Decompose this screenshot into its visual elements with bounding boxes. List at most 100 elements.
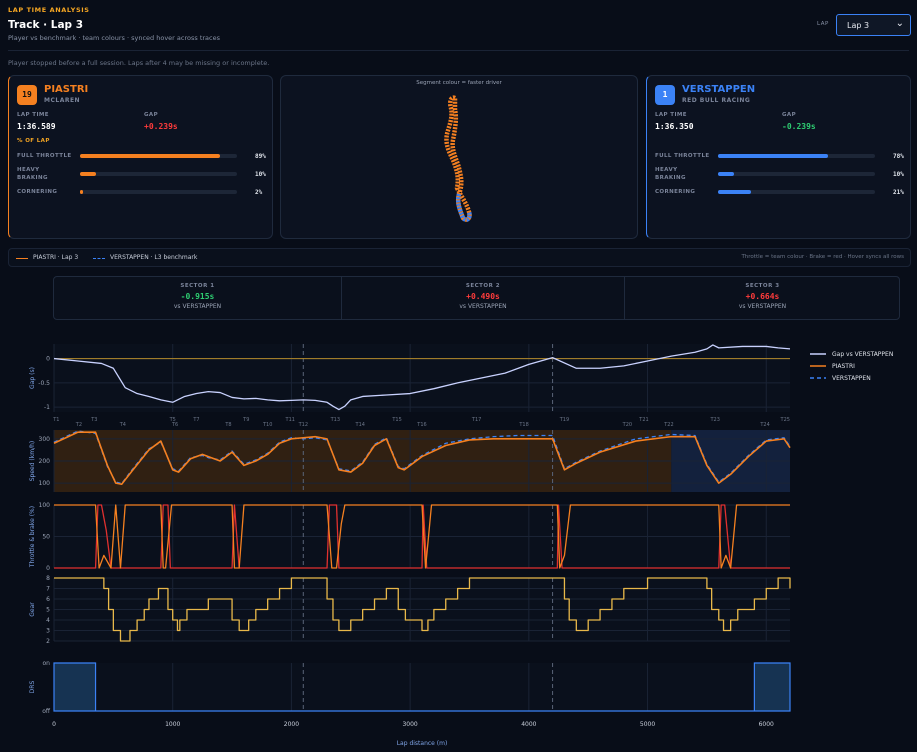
y-tick-label: 100 bbox=[39, 502, 51, 509]
track-map[interactable] bbox=[281, 88, 637, 238]
turn-label: T5 bbox=[169, 417, 176, 423]
benchmark-cornering-fill bbox=[718, 190, 751, 194]
turn-label: T9 bbox=[242, 417, 249, 423]
player-legend-label: PIASTRI · Lap 3 bbox=[33, 254, 79, 261]
benchmark-cornering-bar bbox=[718, 190, 875, 194]
y-tick-label: 8 bbox=[46, 575, 50, 582]
track-map-card: Segment colour = faster driver bbox=[280, 75, 638, 239]
turn-label: T13 bbox=[330, 417, 340, 423]
turn-label: T23 bbox=[710, 417, 720, 423]
turn-label: T19 bbox=[559, 417, 569, 423]
y-tick-label: on bbox=[43, 660, 51, 667]
player-lap-time: 1:36.589 bbox=[17, 122, 56, 131]
benchmark-stat-label: FULL THROTTLE bbox=[655, 153, 710, 159]
player-braking-bar bbox=[80, 172, 237, 176]
x-tick-label: 3000 bbox=[402, 721, 417, 728]
player-stat-value: 2% bbox=[255, 189, 263, 196]
y-tick-label: off bbox=[42, 708, 51, 715]
y-tick-label: 50 bbox=[42, 534, 50, 541]
gap-series-line bbox=[53, 344, 791, 411]
benchmark-legend-label: VERSTAPPEN · L3 benchmark bbox=[110, 254, 198, 261]
player-lap-time-label: LAP TIME bbox=[17, 112, 49, 118]
player-driver-card: 19 PIASTRI MCLAREN LAP TIME 1:36.589 GAP… bbox=[8, 75, 273, 239]
sector-delta: -0.915s bbox=[180, 292, 215, 301]
turn-label: T3 bbox=[90, 417, 97, 423]
benchmark-stat-value: 21% bbox=[893, 189, 904, 196]
sector-title: SECTOR 1 bbox=[180, 283, 215, 289]
benchmark-throttle-bar bbox=[718, 154, 875, 158]
page-subtitle: Player vs benchmark · team colours · syn… bbox=[8, 34, 220, 42]
player-stat-label: FULL THROTTLE bbox=[17, 153, 72, 159]
turn-label: T2 bbox=[75, 422, 82, 428]
player-braking-fill bbox=[80, 172, 96, 176]
player-cornering-bar bbox=[80, 190, 237, 194]
benchmark-number-badge: 1 bbox=[655, 85, 675, 105]
y-tick-label: 200 bbox=[39, 458, 51, 465]
y-tick-label: 4 bbox=[46, 617, 50, 624]
y-tick-label: 5 bbox=[46, 607, 50, 614]
track-path-player bbox=[444, 95, 472, 222]
sector-1: SECTOR 1 -0.915s vs VERSTAPPEN bbox=[54, 277, 342, 319]
y-tick-label: -0.5 bbox=[38, 380, 50, 387]
sector-3: SECTOR 3 +0.664s vs VERSTAPPEN bbox=[625, 277, 900, 319]
sector-2: SECTOR 2 +0.490s vs VERSTAPPEN bbox=[342, 277, 625, 319]
benchmark-team: RED BULL RACING bbox=[682, 97, 751, 104]
y-axis-label: Throttle & brake (%) bbox=[29, 506, 36, 568]
benchmark-gap-label: GAP bbox=[782, 112, 797, 118]
player-throttle-bar bbox=[80, 154, 237, 158]
turn-label: T7 bbox=[192, 417, 199, 423]
legend-label: PIASTRI bbox=[832, 363, 855, 370]
benchmark-braking-fill bbox=[718, 172, 734, 176]
benchmark-driver-card: 1 VERSTAPPEN RED BULL RACING LAP TIME 1:… bbox=[646, 75, 911, 239]
player-stat-value: 10% bbox=[255, 171, 266, 178]
turn-label: T10 bbox=[262, 422, 272, 428]
player-legend-swatch bbox=[16, 258, 28, 259]
player-gap-label: GAP bbox=[144, 112, 159, 118]
lap-select-value: Lap 3 bbox=[847, 21, 870, 30]
legend-label: Gap vs VERSTAPPEN bbox=[832, 351, 893, 358]
player-throttle-fill bbox=[80, 154, 220, 158]
y-tick-label: -1 bbox=[44, 404, 50, 411]
brake-line bbox=[54, 504, 790, 569]
sector-deltas: SECTOR 1 -0.915s vs VERSTAPPEN SECTOR 2 … bbox=[53, 276, 900, 320]
turn-label: T20 bbox=[622, 422, 632, 428]
benchmark-legend-swatch bbox=[93, 258, 105, 259]
benchmark-stat-label: CORNERING bbox=[655, 189, 696, 195]
y-axis-label: Speed (km/h) bbox=[29, 441, 36, 482]
sector-vs: vs VERSTAPPEN bbox=[459, 303, 507, 310]
y-tick-label: 3 bbox=[46, 628, 50, 635]
y-axis-label: Gear bbox=[29, 602, 36, 617]
panel-bg bbox=[54, 663, 790, 711]
turn-label: T16 bbox=[416, 422, 426, 428]
page-kicker: LAP TIME ANALYSIS bbox=[8, 6, 90, 14]
turn-label: T12 bbox=[298, 422, 308, 428]
y-tick-label: 0 bbox=[46, 356, 50, 363]
header-divider bbox=[8, 50, 909, 51]
x-tick-label: 4000 bbox=[521, 721, 536, 728]
x-tick-label: 2000 bbox=[284, 721, 299, 728]
sector-vs: vs VERSTAPPEN bbox=[738, 303, 787, 310]
x-tick-label: 1000 bbox=[165, 721, 180, 728]
track-path-benchmark bbox=[455, 193, 472, 222]
benchmark-name: VERSTAPPEN bbox=[682, 84, 756, 95]
x-tick-label: 5000 bbox=[640, 721, 655, 728]
turn-label: T25 bbox=[780, 417, 790, 423]
player-team: MCLAREN bbox=[44, 97, 81, 104]
drs-area bbox=[53, 662, 791, 712]
turn-label: T17 bbox=[471, 417, 481, 423]
y-axis-label: DRS bbox=[29, 681, 36, 694]
turn-label: T4 bbox=[119, 422, 126, 428]
sector-title: SECTOR 2 bbox=[465, 283, 501, 289]
turn-label: T21 bbox=[638, 417, 648, 423]
player-stat-label: HEAVY BRAKING bbox=[17, 167, 48, 181]
turn-label: T24 bbox=[759, 422, 769, 428]
sector-vs: vs VERSTAPPEN bbox=[173, 303, 222, 310]
lap-select[interactable]: Lap 3 ⌄ bbox=[836, 14, 911, 36]
page-title: Track · Lap 3 bbox=[8, 19, 84, 31]
player-name: PIASTRI bbox=[44, 84, 89, 95]
sector-title: SECTOR 3 bbox=[745, 283, 780, 289]
legend-hint: Throttle = team colour · Brake = red · H… bbox=[741, 254, 904, 260]
player-pct-label: % OF LAP bbox=[17, 138, 50, 144]
benchmark-braking-bar bbox=[718, 172, 875, 176]
